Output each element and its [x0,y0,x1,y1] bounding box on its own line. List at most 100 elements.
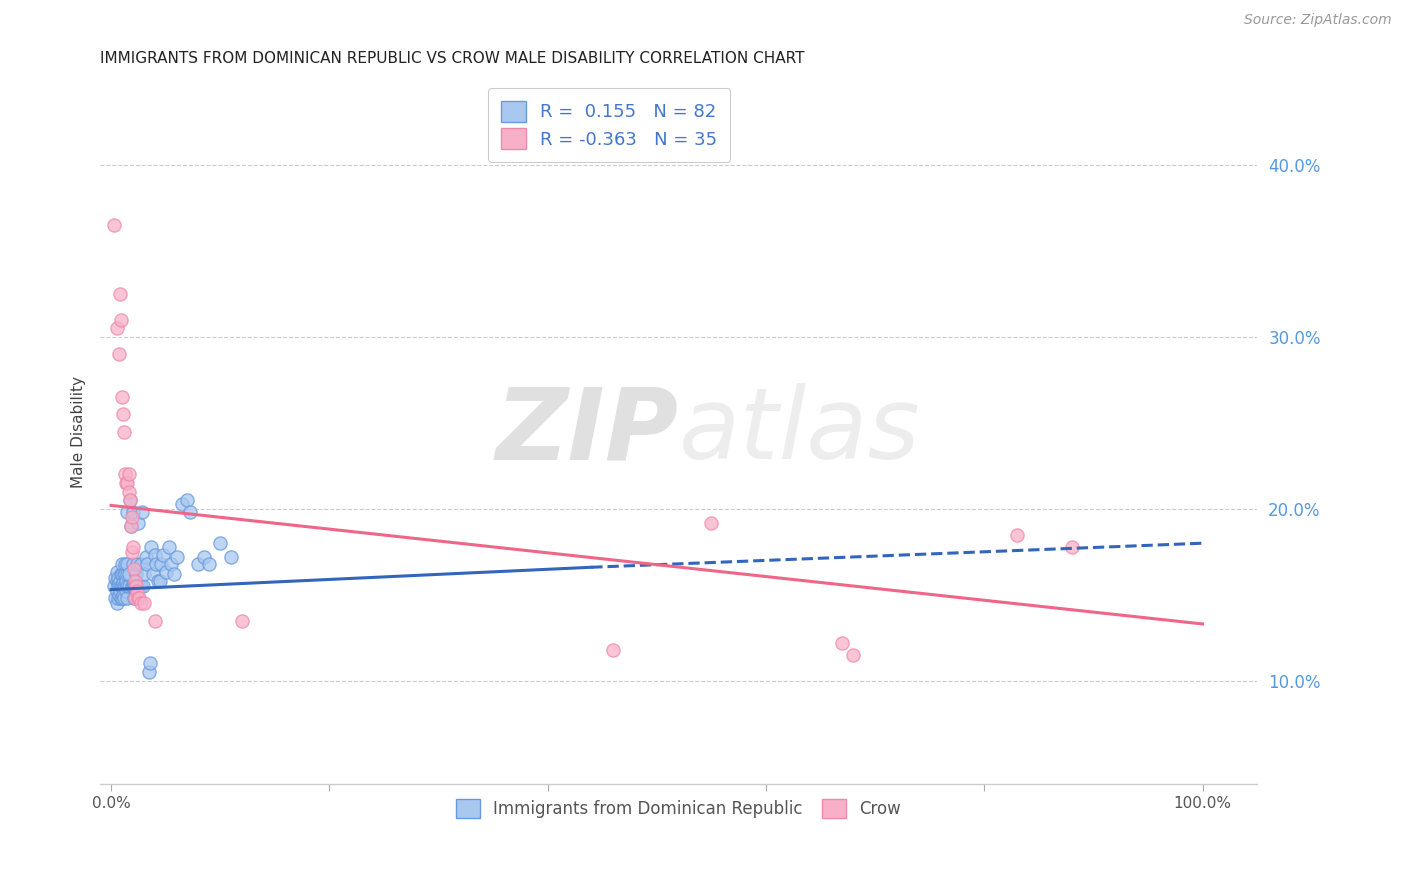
Text: Source: ZipAtlas.com: Source: ZipAtlas.com [1244,13,1392,28]
Point [108,287,131,301]
Point [146,574,169,588]
Point [108,574,131,588]
Point [117,591,139,606]
Point [132,567,155,582]
Point [124,591,146,606]
Text: atlas: atlas [679,383,921,480]
Point [117,476,139,491]
Point [110,591,132,606]
Point [131,505,153,519]
Point [128,591,150,606]
Point [118,493,141,508]
Point [176,493,198,508]
Point [166,549,188,564]
Point [163,567,186,582]
Point [128,579,150,593]
Point [115,574,138,588]
Point [117,579,139,593]
Point [231,614,253,628]
Point [105,566,128,580]
Point [135,549,157,564]
Point [104,571,127,585]
Point [139,657,162,671]
Point [122,505,145,519]
Point [117,579,139,593]
Point [125,567,148,582]
Point [117,467,139,482]
Point [105,584,128,599]
Point [160,557,183,571]
Point [104,591,127,606]
Text: ZIP: ZIP [495,383,679,480]
Point [112,575,135,590]
Point [107,577,129,591]
Point [121,579,143,593]
Point [155,566,177,580]
Point [110,567,132,582]
Point [145,557,167,571]
Point [127,584,149,599]
Point [115,476,138,491]
Point [117,567,139,582]
Point [125,579,148,593]
Point [122,540,145,554]
Legend: Immigrants from Dominican Republic, Crow: Immigrants from Dominican Republic, Crow [450,792,907,825]
Point [112,579,135,593]
Point [602,642,624,657]
Point [179,505,201,519]
Point [141,540,163,554]
Point [122,562,145,576]
Point [121,545,143,559]
Point [107,571,129,585]
Point [117,557,139,571]
Point [118,493,141,508]
Point [157,540,180,554]
Point [198,557,221,571]
Point [111,579,134,593]
Point [143,614,166,628]
Point [107,591,129,606]
Text: IMMIGRANTS FROM DOMINICAN REPUBLIC VS CROW MALE DISABILITY CORRELATION CHART: IMMIGRANTS FROM DOMINICAN REPUBLIC VS CR… [100,51,804,66]
Point [152,548,174,562]
Point [129,596,152,610]
Point [114,567,136,582]
Point [111,591,134,606]
Point [127,516,149,530]
Point [110,313,132,327]
Point [124,574,146,588]
Y-axis label: Male Disability: Male Disability [72,376,86,488]
Point [136,557,159,571]
Point [112,591,135,606]
Point [124,579,146,593]
Point [131,579,153,593]
Point [831,636,853,650]
Point [129,557,152,571]
Point [111,390,134,404]
Point [112,588,135,602]
Point [117,505,139,519]
Point [107,579,129,593]
Point [105,574,128,588]
Point [117,484,139,499]
Point [170,497,193,511]
Point [103,219,125,233]
Point [1005,527,1028,541]
Point [110,579,132,593]
Point [127,557,149,571]
Point [120,519,142,533]
Point [122,591,145,606]
Point [219,549,242,564]
Point [122,557,145,571]
Point [117,567,139,582]
Point [122,579,145,593]
Point [108,584,131,599]
Point [114,467,136,482]
Point [111,557,134,571]
Point [114,557,136,571]
Point [114,579,136,593]
Point [112,567,135,582]
Point [187,557,209,571]
Point [127,591,149,606]
Point [129,579,152,593]
Point [122,579,145,593]
